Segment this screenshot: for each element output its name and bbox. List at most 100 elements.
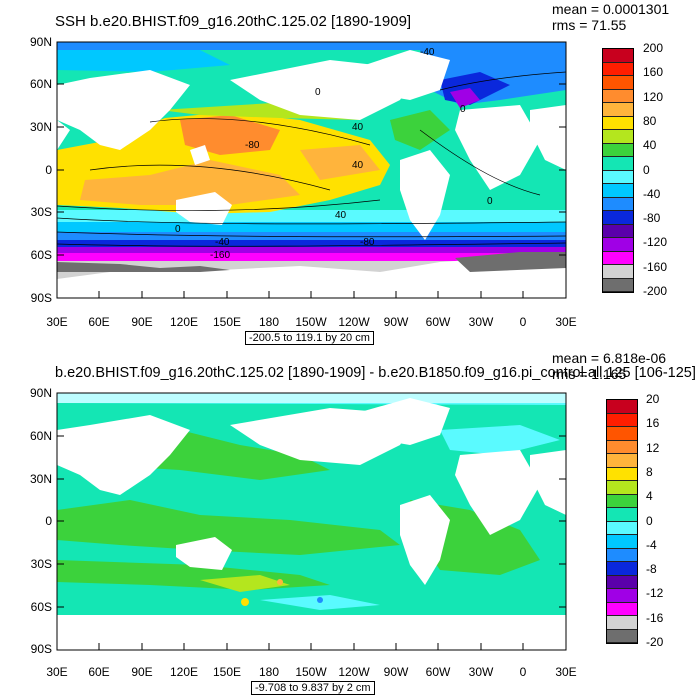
panel1-mean: mean = 0.0001301 — [552, 1, 670, 17]
lon-label: 0 — [519, 315, 527, 329]
colorbar-label: 0 — [643, 162, 650, 177]
lat-label: 30S — [30, 557, 52, 571]
colorbar-box — [603, 197, 633, 211]
panel1-contour-label: -40 — [215, 237, 230, 248]
colorbar-box — [607, 602, 637, 616]
panel1-contour-label: 40 — [352, 122, 364, 133]
lon-label: 60E — [88, 665, 110, 679]
lat-label: 30S — [30, 205, 52, 219]
lon-label: 60W — [425, 665, 451, 679]
colorbar-box — [607, 589, 637, 603]
colorbar-box — [607, 467, 637, 481]
colorbar-box — [603, 170, 633, 184]
lat-label: 60S — [30, 600, 52, 614]
colorbar-label: -12 — [646, 586, 664, 601]
lon-label: 90W — [383, 665, 409, 679]
panel1-rms: rms = 71.55 — [552, 17, 627, 33]
lon-label: 30E — [555, 665, 577, 679]
colorbar-box — [607, 440, 637, 454]
panel1-colorbar — [602, 48, 634, 293]
colorbar-box — [603, 211, 633, 225]
lon-label: 60W — [425, 315, 451, 329]
panel1-contour-label: -80 — [360, 237, 375, 248]
lat-label: 90N — [29, 35, 52, 49]
colorbar-label: -16 — [646, 610, 664, 625]
panel2-range-label: -9.708 to 9.837 by 2 cm — [251, 681, 375, 695]
colorbar-label: 12 — [646, 440, 660, 455]
colorbar-box — [607, 454, 637, 468]
panel1-contour-label: 0 — [460, 104, 466, 115]
colorbar-label: -120 — [643, 235, 668, 250]
lon-label: 30E — [46, 665, 68, 679]
colorbar-label: 8 — [646, 464, 653, 479]
lon-label: 120W — [338, 665, 370, 679]
colorbar-box — [603, 116, 633, 130]
colorbar-label: -160 — [643, 259, 668, 274]
colorbar-box — [607, 629, 637, 643]
colorbar-label: 40 — [643, 138, 657, 153]
colorbar-box — [607, 427, 637, 441]
panel2-title: b.e20.BHIST.f09_g16.20thC.125.02 [1890-1… — [55, 365, 696, 381]
colorbar-box — [603, 76, 633, 90]
colorbar-box — [603, 103, 633, 117]
colorbar-box — [607, 508, 637, 522]
panel2-colorbar — [606, 399, 638, 644]
lon-label: 150E — [212, 665, 242, 679]
colorbar-box — [603, 265, 633, 279]
colorbar-box — [607, 548, 637, 562]
colorbar-label: -4 — [646, 537, 657, 552]
panel1-contour-label: -160 — [210, 250, 230, 261]
lon-label: 150W — [295, 665, 327, 679]
colorbar-label: -40 — [643, 186, 661, 201]
colorbar-label: -8 — [646, 562, 657, 577]
lat-label: 30N — [29, 472, 52, 486]
colorbar-box — [603, 62, 633, 76]
colorbar-label: -20 — [646, 635, 664, 649]
panel1-contour-label: 40 — [352, 160, 364, 171]
panel1-title: SSH b.e20.BHIST.f09_g16.20thC.125.02 [18… — [55, 13, 412, 30]
panel1-contour-label: 40 — [335, 210, 347, 221]
panel1-map: 0 0 40 40 40 -80 0 -40 -80 0 -160 -40 — [56, 41, 567, 299]
colorbar-label: 120 — [643, 89, 664, 104]
colorbar-box — [607, 535, 637, 549]
colorbar-box — [603, 143, 633, 157]
lon-label: 90W — [383, 315, 409, 329]
colorbar-label: 0 — [646, 513, 653, 528]
colorbar-label: -200 — [643, 284, 668, 298]
colorbar-box — [607, 616, 637, 630]
lon-label: 30E — [555, 315, 577, 329]
lon-label: 150W — [295, 315, 327, 329]
colorbar-box — [603, 278, 633, 292]
panel1-contour-label: -40 — [420, 47, 435, 58]
colorbar-box — [607, 400, 637, 414]
panel1-contour-label: 0 — [315, 87, 321, 98]
lon-label: 180 — [258, 315, 280, 329]
colorbar-box — [603, 157, 633, 171]
colorbar-box — [607, 521, 637, 535]
lon-label: 30W — [468, 315, 494, 329]
panel2-mean: mean = 6.818e-06 — [552, 350, 667, 366]
panel1-contour-label: 0 — [487, 196, 493, 207]
lat-label: 30N — [29, 120, 52, 134]
colorbar-label: -80 — [643, 211, 661, 226]
colorbar-label: 80 — [643, 113, 657, 128]
panel2-rms: rms = 1.165 — [552, 366, 627, 382]
lat-label: 90S — [30, 291, 52, 305]
colorbar-label: 200 — [643, 41, 664, 55]
panel1-contour-label: -80 — [245, 140, 260, 151]
lat-label: 0 — [45, 163, 52, 177]
panel1-contour-label: 0 — [175, 224, 181, 235]
colorbar-box — [607, 575, 637, 589]
lon-label: 90E — [131, 665, 153, 679]
colorbar-box — [603, 89, 633, 103]
colorbar-box — [607, 494, 637, 508]
colorbar-box — [603, 224, 633, 238]
colorbar-label: 16 — [646, 416, 660, 431]
lon-label: 90E — [131, 315, 153, 329]
colorbar-box — [607, 481, 637, 495]
lat-label: 60N — [29, 77, 52, 91]
lat-label: 90S — [30, 642, 52, 656]
lon-label: 150E — [212, 315, 242, 329]
colorbar-box — [603, 251, 633, 265]
lat-label: 60S — [30, 248, 52, 262]
